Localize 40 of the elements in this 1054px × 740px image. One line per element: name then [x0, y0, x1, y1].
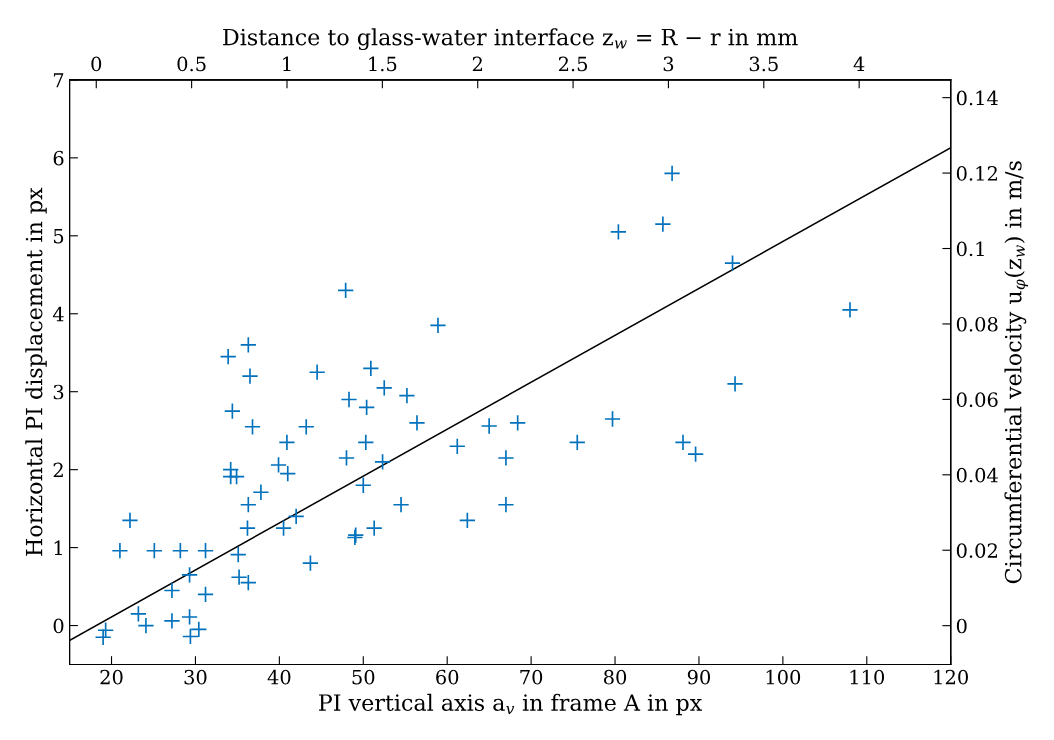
y-tick-label: 3 — [53, 384, 64, 400]
x-tick-label: 50 — [352, 669, 375, 685]
x2-tick-label: 1 — [283, 56, 291, 72]
x-tick-label: 90 — [687, 669, 711, 685]
y2-tick-label: 0 — [956, 618, 967, 634]
y2-tick-label: 0.04 — [956, 467, 998, 483]
x2-tick-label: 3 — [663, 56, 674, 72]
x2-tick-label: 1.5 — [369, 56, 397, 72]
x-tick-label: 70 — [520, 669, 543, 685]
x2-tick-label: 3.5 — [749, 56, 778, 72]
y2-axis-title: Circumferential velocity u$_{φ}$(z$_{w}$) in m/s — [1004, 161, 1028, 584]
y-tick-label: 4 — [52, 306, 64, 322]
y-axis-title: Horizontal PI displacement in px — [25, 187, 47, 556]
x-tick-label: 20 — [100, 669, 123, 685]
x2-tick-label: 2.5 — [558, 56, 588, 72]
x-tick-label: 60 — [436, 669, 459, 685]
y2-tick-label: 0.14 — [956, 90, 998, 106]
x2-tick-label: 4 — [853, 56, 865, 72]
x-tick-label: 40 — [267, 669, 291, 685]
y-tick-label: 5 — [53, 229, 64, 244]
y-tick-label: 1 — [54, 540, 62, 555]
x-tick-label: 30 — [184, 669, 207, 685]
x2-tick-label: 0 — [91, 56, 102, 72]
y-tick-label: 7 — [53, 73, 64, 88]
y2-tick-label: 0.08 — [956, 316, 998, 332]
x-tick-label: 110 — [850, 669, 885, 685]
x2-tick-label: 2 — [472, 56, 482, 72]
y2-tick-label: 0.02 — [956, 543, 997, 558]
x-tick-label: 80 — [603, 669, 627, 685]
y-tick-label: 6 — [53, 150, 64, 166]
y-tick-label: 0 — [53, 618, 64, 634]
y2-tick-label: 0.06 — [956, 392, 998, 408]
y-tick-label: 2 — [53, 462, 63, 478]
x-tick-label: 100 — [766, 669, 801, 685]
y2-tick-label: 0.12 — [956, 166, 997, 181]
y2-tick-label: 0.1 — [956, 241, 984, 257]
x-axis-title: PI vertical axis a$_{v}$ in frame A in px — [319, 693, 703, 716]
x-tick-label: 120 — [934, 669, 968, 685]
x2-tick-label: 0.5 — [177, 56, 206, 72]
x2-axis-title: Distance to glass-water interface z$_{w}$ = R − r in mm — [223, 28, 798, 51]
